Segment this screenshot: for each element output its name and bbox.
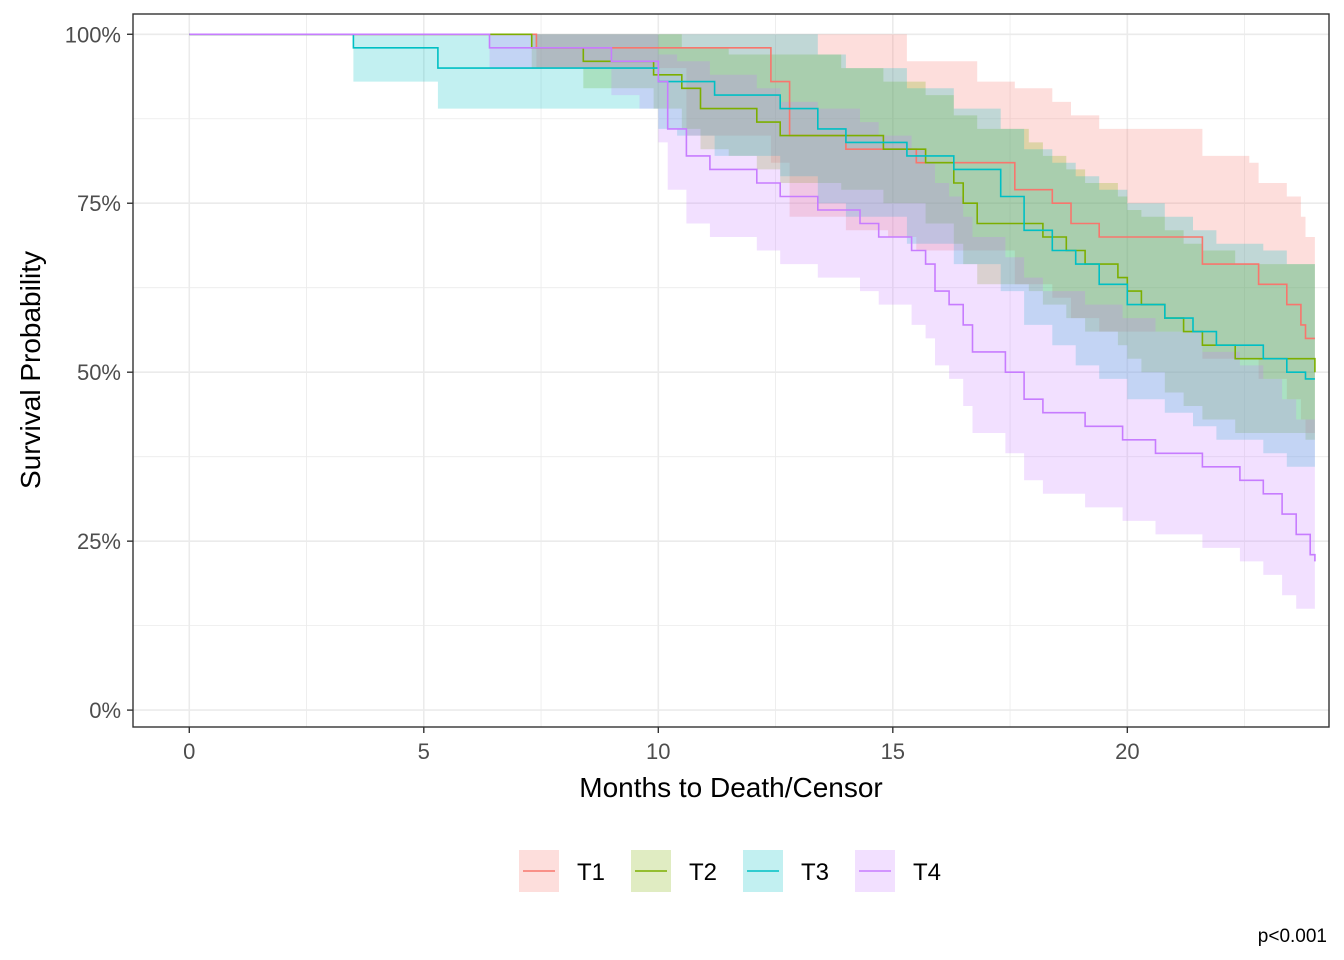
legend-label-t4: T4	[913, 859, 941, 886]
legend-label-t1: T1	[577, 859, 605, 886]
legend-item-t4: T4	[855, 850, 941, 892]
confidence-band-t2	[189, 34, 1315, 454]
x-axis-title: Months to Death/Censor	[579, 772, 883, 803]
x-tick-label: 15	[881, 739, 905, 764]
x-tick-label: 0	[183, 739, 195, 764]
survival-curves	[189, 33, 1316, 562]
confidence-bands	[189, 34, 1315, 623]
y-tick-label: 25%	[77, 529, 121, 554]
legend-label-t3: T3	[801, 859, 829, 886]
y-axis-title: Survival Probability	[15, 251, 46, 489]
plot-panel	[132, 13, 1330, 728]
p-value-annotation: p<0.001	[1258, 926, 1327, 947]
grid-major	[133, 14, 1329, 727]
survival-curve-t1	[189, 33, 1315, 340]
y-axis-ticks: 0% 25% 50% 75% 100%	[65, 22, 133, 723]
confidence-band-t4	[189, 34, 1315, 623]
confidence-band-t3	[189, 34, 1315, 467]
y-tick-label: 100%	[65, 22, 121, 47]
y-tick-label: 50%	[77, 360, 121, 385]
confidence-band-t1	[189, 34, 1315, 434]
grid-minor	[133, 14, 1329, 727]
panel-background	[133, 14, 1329, 727]
legend-item-t1: T1	[519, 850, 605, 892]
legend-label-t2: T2	[689, 859, 717, 886]
x-tick-label: 5	[418, 739, 430, 764]
x-axis-ticks: 0 5 10 15 20	[183, 727, 1140, 764]
y-tick-label: 75%	[77, 191, 121, 216]
x-tick-label: 20	[1115, 739, 1139, 764]
survival-curve-t4	[189, 33, 1316, 562]
legend: T1 T2 T3 T4	[519, 850, 941, 892]
legend-item-t2: T2	[631, 850, 717, 892]
x-tick-label: 10	[646, 739, 670, 764]
legend-item-t3: T3	[743, 850, 829, 892]
panel-border	[132, 13, 1330, 728]
y-tick-label: 0%	[89, 698, 121, 723]
